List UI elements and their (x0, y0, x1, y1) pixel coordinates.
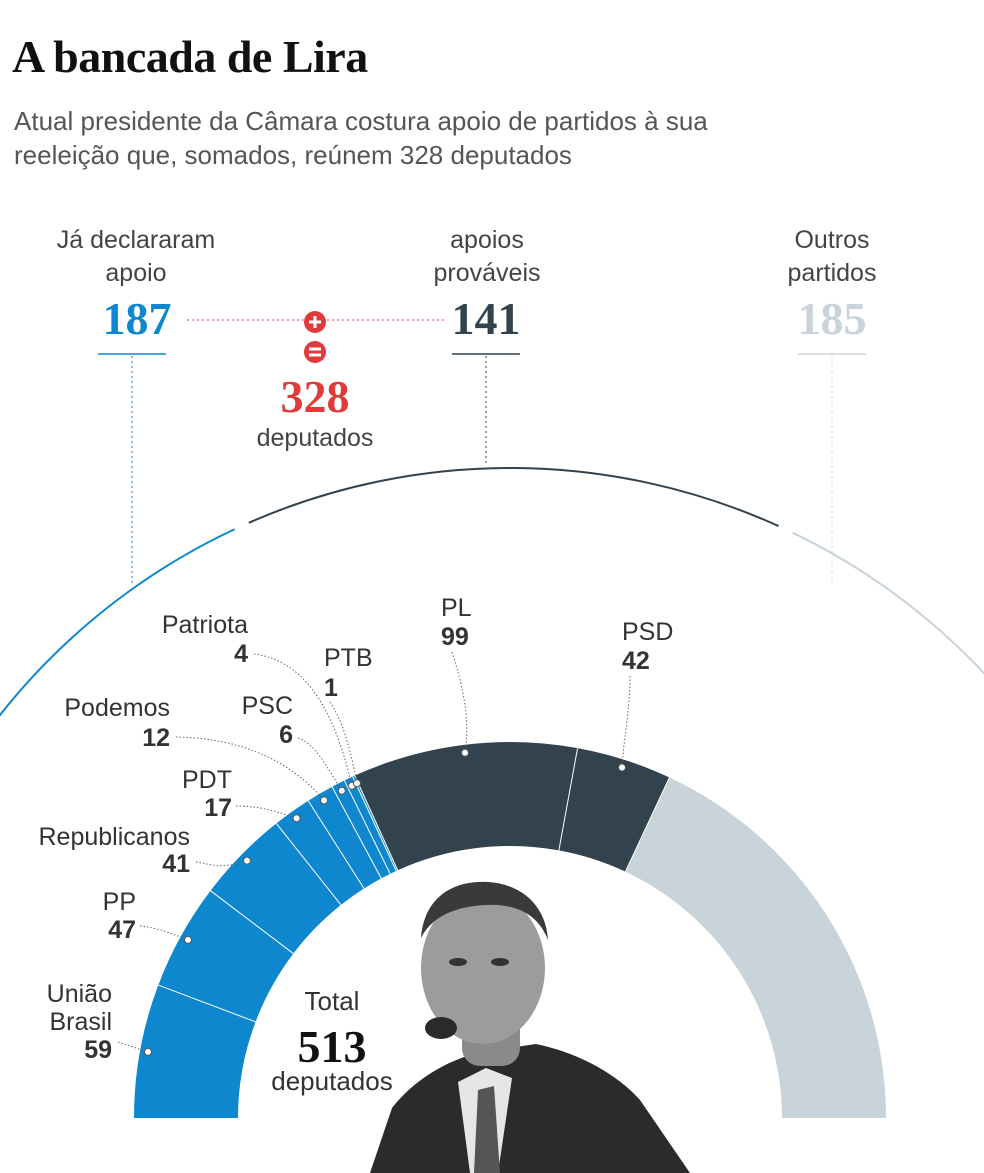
value-pl: 99 (441, 623, 469, 651)
slice-divider (558, 748, 579, 851)
equals-icon (304, 341, 326, 363)
slice-divider (307, 800, 365, 889)
value-pp: 47 (108, 916, 136, 944)
leader-pl (451, 651, 468, 753)
slice-divider (352, 776, 397, 872)
slice-divider (210, 890, 294, 954)
group-arc-others (792, 531, 984, 675)
group-arc-probable (248, 467, 779, 527)
declared-group-label: Já declararam apoio (56, 226, 216, 287)
marker-pl (461, 748, 469, 757)
marker-ptb (353, 779, 361, 788)
leader-podemos (175, 736, 325, 801)
value-pdt: 17 (204, 794, 232, 822)
others-group-label: Outros partidos (787, 226, 877, 287)
marker-podemos (320, 796, 329, 805)
value-psc: 6 (279, 721, 293, 749)
marker-psd (618, 763, 626, 772)
label-podemos: Podemos (64, 694, 170, 722)
label-uniao-brasil: União (47, 980, 112, 1008)
leader-pp (139, 925, 189, 941)
label-pp: PP (103, 888, 136, 916)
page-subtitle: Atual presidente da Câmara costura apoio… (14, 106, 708, 170)
sum-label: deputados (256, 424, 374, 452)
value-ptb: 1 (324, 674, 338, 702)
marker-republicanos (243, 856, 251, 865)
slice-divider (331, 786, 382, 879)
slice-pp (158, 890, 294, 1022)
label-patriota: Patriota (162, 611, 248, 639)
slice-divider (275, 823, 342, 906)
slice-divider (354, 775, 399, 871)
slice-uniao-brasil (134, 985, 256, 1118)
leader-ptb (329, 701, 358, 784)
page-title: A bancada de Lira (12, 31, 368, 82)
marker-psc (337, 786, 346, 795)
marker-uniao-brasil (144, 1047, 152, 1056)
slice-ptb (352, 775, 398, 871)
label-pdt: PDT (182, 766, 232, 794)
probable-total: 141 (451, 293, 521, 344)
total-value: 513 (298, 1021, 367, 1072)
sum-total: 328 (280, 371, 350, 422)
slice-republicanos (210, 823, 341, 954)
value-podemos: 12 (142, 724, 170, 752)
others-total: 185 (797, 293, 867, 344)
leader-pdt (235, 805, 297, 819)
slice-divider (343, 780, 391, 875)
leader-patriota (253, 653, 353, 786)
label-republicanos: Republicanos (39, 823, 191, 851)
slice-divider (624, 777, 670, 872)
value-republicanos: 41 (162, 850, 190, 878)
group-arc-declared (0, 528, 235, 717)
portrait-photo (370, 881, 690, 1173)
slice-pdt (276, 800, 365, 905)
total-unit: deputados (271, 1066, 392, 1096)
value-psd: 42 (622, 647, 650, 675)
probable-group-label: apoios prováveis (433, 226, 541, 287)
leader-psd (621, 675, 631, 768)
label-psc: PSC (242, 692, 293, 720)
label-pl: PL (441, 594, 472, 622)
plus-icon (304, 311, 326, 333)
slice-patriota (344, 776, 397, 874)
value-patriota: 4 (234, 640, 248, 668)
slice-podemos (308, 786, 382, 889)
marker-pdt (292, 814, 301, 823)
slice-divider (158, 984, 256, 1023)
value-uniao-brasil: 59 (84, 1036, 112, 1064)
declared-total: 187 (102, 293, 172, 344)
label-uniao-brasil: Brasil (49, 1008, 112, 1036)
slice-outros-partidos (625, 777, 886, 1118)
slice-pl (354, 742, 578, 871)
leader-republicanos (195, 860, 248, 867)
total-label: Total (305, 986, 360, 1016)
label-ptb: PTB (324, 644, 373, 672)
marker-pp (184, 935, 192, 944)
leader-psc (297, 737, 343, 791)
slice-psd (558, 748, 670, 872)
label-psd: PSD (622, 618, 673, 646)
slice-psc (332, 780, 391, 879)
